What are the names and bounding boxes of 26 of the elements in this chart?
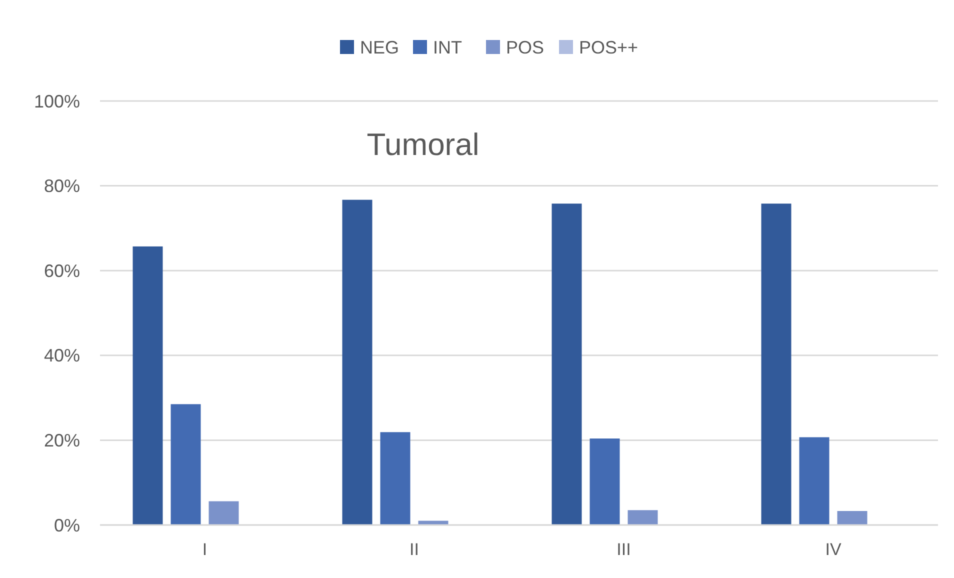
bar (380, 432, 410, 525)
x-tick-label: I (202, 540, 208, 559)
bar (837, 511, 868, 525)
legend-label: POS++ (579, 37, 638, 58)
y-tick-label: 0% (54, 515, 80, 536)
bar (590, 438, 620, 525)
y-tick-label: 40% (44, 346, 80, 366)
bar (208, 501, 239, 525)
x-tick-label: IV (825, 540, 842, 559)
legend-label: INT (433, 37, 462, 58)
y-tick-label: 60% (44, 260, 80, 281)
bar (552, 204, 582, 525)
text: Tumoral (366, 127, 480, 162)
y-tick-label: 80% (44, 176, 80, 196)
bar (628, 510, 658, 525)
bar (132, 246, 163, 525)
bar (170, 404, 201, 525)
legend-label: POS (506, 37, 544, 58)
legend-label: NEG (360, 37, 400, 58)
bar (342, 200, 372, 525)
x-tick-label: II (410, 540, 419, 559)
bar (799, 437, 830, 525)
x-tick-label: III (616, 540, 631, 559)
y-tick-label: 20% (44, 430, 80, 450)
y-tick-label: 100% (34, 91, 80, 112)
bar (761, 204, 792, 525)
